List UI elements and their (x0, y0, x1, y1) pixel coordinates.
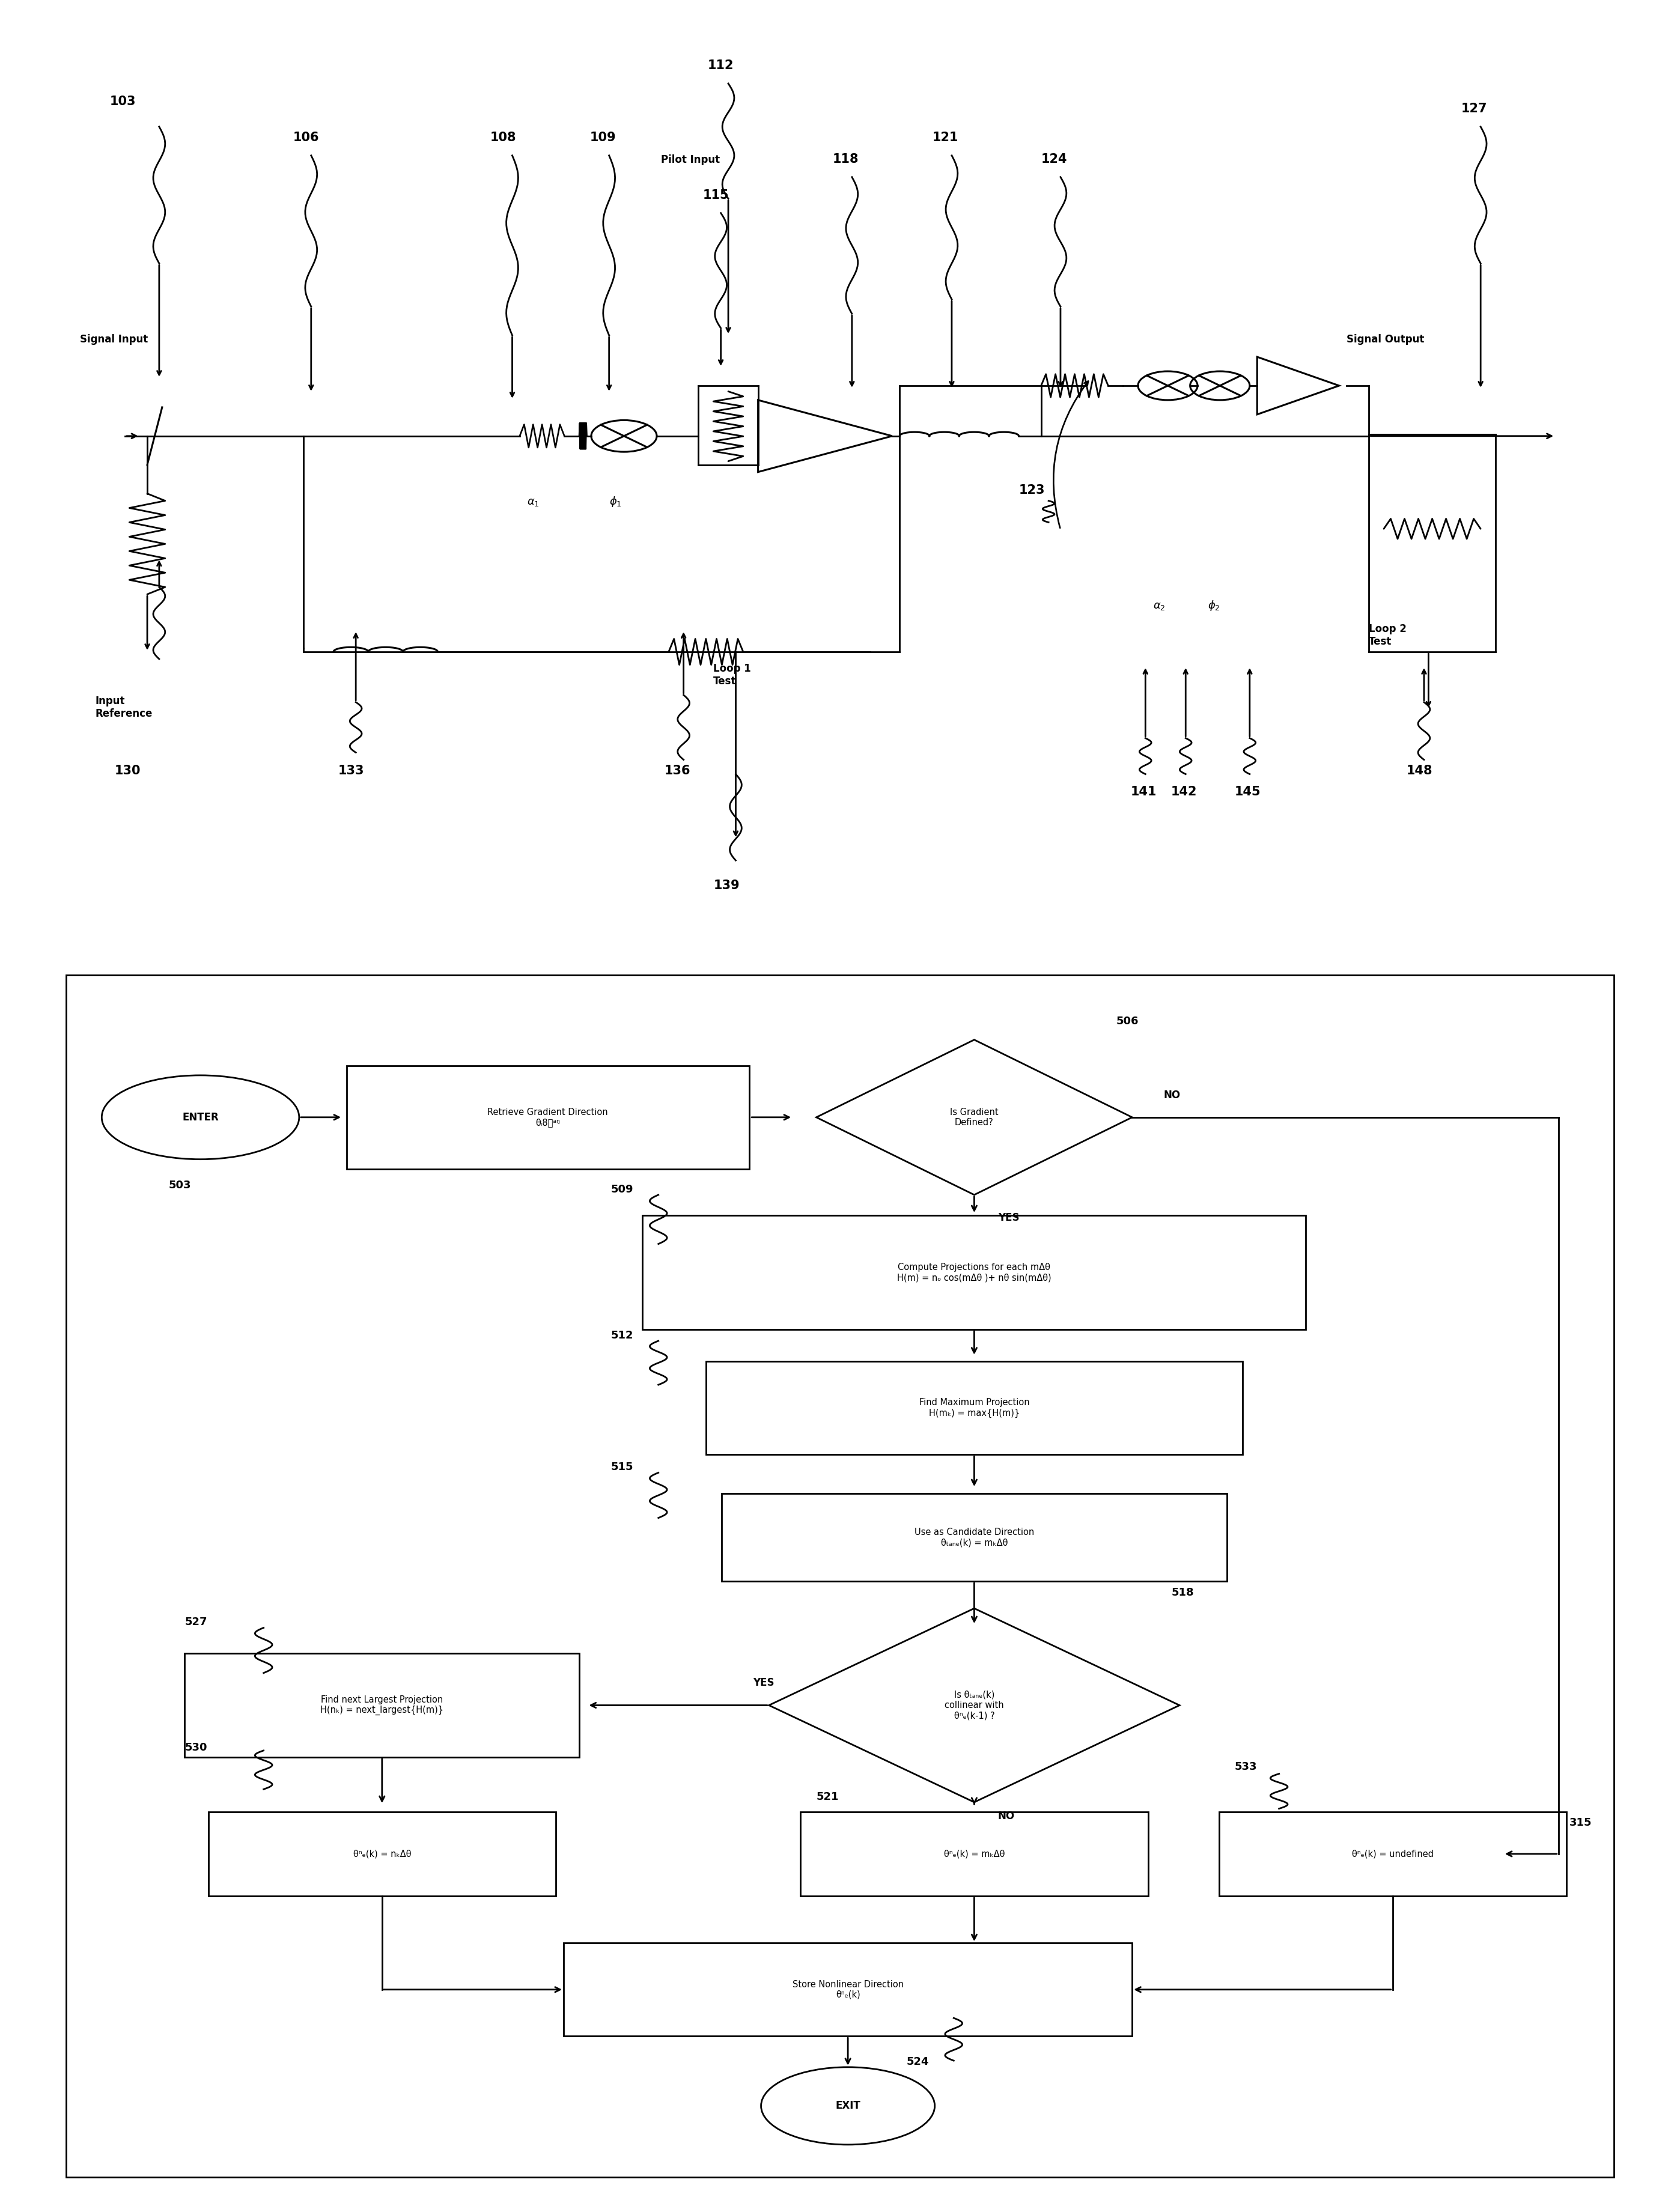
Text: 103: 103 (109, 95, 136, 108)
Text: 145: 145 (1235, 785, 1262, 799)
Text: 123: 123 (1018, 484, 1045, 495)
Text: 527: 527 (185, 1617, 207, 1628)
Text: Use as Candidate Direction
θₜₐₙₑ(k) = mₖΔθ: Use as Candidate Direction θₜₐₙₑ(k) = mₖ… (914, 1528, 1035, 1546)
Text: $\alpha_1$: $\alpha_1$ (528, 495, 539, 507)
Text: 512: 512 (612, 1329, 633, 1340)
Text: θⁿₑ(k) = mₖΔθ: θⁿₑ(k) = mₖΔθ (944, 1849, 1005, 1858)
Text: 136: 136 (664, 765, 690, 776)
Text: θⁿₑ(k) = undefined: θⁿₑ(k) = undefined (1352, 1849, 1433, 1858)
Text: Compute Projections for each mΔθ
H(m) = nₒ cos(mΔθ )+ nθ sin(mΔθ): Compute Projections for each mΔθ H(m) = … (897, 1263, 1052, 1283)
Text: Input
Reference: Input Reference (96, 695, 153, 719)
Text: 518: 518 (1171, 1586, 1194, 1597)
Text: 506: 506 (1116, 1015, 1139, 1026)
Text: 509: 509 (612, 1183, 633, 1194)
Text: 108: 108 (491, 131, 516, 144)
Text: Is θₜₐₙₑ(k)
collinear with
θⁿₑ(k-1) ?: Is θₜₐₙₑ(k) collinear with θⁿₑ(k-1) ? (944, 1690, 1005, 1721)
Text: 524: 524 (906, 2057, 929, 2066)
Text: 515: 515 (612, 1462, 633, 1473)
Text: 133: 133 (338, 765, 365, 776)
Text: EXIT: EXIT (835, 2101, 860, 2110)
Text: 315: 315 (1569, 1816, 1593, 1827)
Text: 533: 533 (1235, 1761, 1257, 1772)
Text: 115: 115 (702, 188, 729, 201)
Text: ENTER: ENTER (181, 1113, 218, 1124)
Text: 130: 130 (114, 765, 141, 776)
Text: Signal Output: Signal Output (1347, 334, 1425, 345)
Text: 148: 148 (1406, 765, 1433, 776)
Text: 121: 121 (932, 131, 959, 144)
Text: 530: 530 (185, 1743, 207, 1752)
Text: Pilot Input: Pilot Input (662, 155, 721, 166)
Text: 139: 139 (714, 880, 739, 891)
Text: 109: 109 (590, 131, 617, 144)
Text: 127: 127 (1462, 102, 1487, 115)
Text: Find Maximum Projection
H(mₖ) = max{H(m)}: Find Maximum Projection H(mₖ) = max{H(m)… (919, 1398, 1030, 1418)
Text: Loop 1
Test: Loop 1 Test (714, 664, 751, 686)
Text: $\phi_2$: $\phi_2$ (1208, 599, 1220, 613)
Text: $\alpha_2$: $\alpha_2$ (1152, 602, 1166, 613)
Text: Retrieve Gradient Direction
θᵢ8ᶂᵃᵑ: Retrieve Gradient Direction θᵢ8ᶂᵃᵑ (487, 1108, 608, 1128)
Text: NO: NO (998, 1812, 1015, 1820)
Text: 124: 124 (1042, 153, 1067, 166)
Text: 118: 118 (833, 153, 858, 166)
Text: Signal Input: Signal Input (81, 334, 148, 345)
Text: 503: 503 (168, 1179, 192, 1190)
Text: YES: YES (753, 1677, 774, 1688)
Text: 521: 521 (816, 1792, 838, 1803)
Text: Find next Largest Projection
H(nₖ) = next_largest{H(m)}: Find next Largest Projection H(nₖ) = nex… (321, 1694, 444, 1714)
Text: Store Nonlinear Direction
θⁿₑ(k): Store Nonlinear Direction θⁿₑ(k) (793, 1980, 904, 2000)
Text: θⁿₑ(k) = nₖΔθ: θⁿₑ(k) = nₖΔθ (353, 1849, 412, 1858)
Text: 106: 106 (294, 131, 319, 144)
Text: 142: 142 (1171, 785, 1196, 799)
Text: NO: NO (1164, 1091, 1181, 1099)
Text: 141: 141 (1131, 785, 1156, 799)
Text: YES: YES (998, 1212, 1020, 1223)
Text: Loop 2
Test: Loop 2 Test (1369, 624, 1406, 648)
Text: $\phi_1$: $\phi_1$ (610, 495, 622, 509)
Text: 112: 112 (707, 60, 734, 71)
Text: Is Gradient
Defined?: Is Gradient Defined? (949, 1108, 998, 1128)
